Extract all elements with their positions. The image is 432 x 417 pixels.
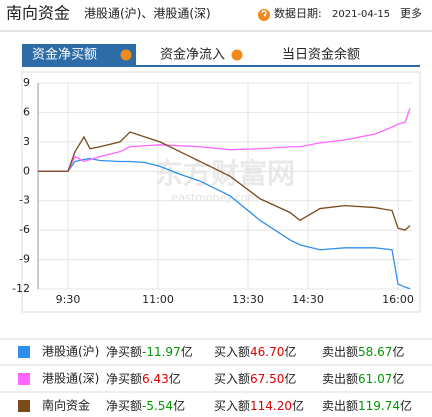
y-tick-label: 9 (23, 76, 30, 89)
cell-unit: 亿 (284, 344, 296, 359)
legend-cell: 卖出额58.67亿 (322, 344, 404, 359)
y-tick-label: -6 (19, 223, 30, 236)
x-tick-label: 11:00 (142, 293, 174, 306)
cell-unit: 亿 (392, 371, 404, 386)
cell-label: 净买额 (106, 372, 142, 386)
cell-label: 买入额 (214, 399, 250, 413)
y-tick-label: -12 (12, 282, 30, 295)
legend-cell: 卖出额119.74亿 (322, 398, 412, 413)
cell-unit: 亿 (400, 398, 412, 413)
series-line (38, 131, 411, 231)
cell-unit: 亿 (284, 371, 296, 386)
legend-swatch (18, 400, 30, 412)
cell-value: 58.67 (358, 345, 392, 359)
legend-cell: 净买额-5.54亿 (106, 398, 185, 413)
legend-cell: 买入额67.50亿 (214, 371, 296, 386)
cell-unit: 亿 (173, 398, 185, 413)
legend-name: 港股通(沪) (42, 345, 99, 359)
series-line (38, 107, 411, 172)
legend: 港股通(沪) 净买额-11.97亿 买入额46.70亿 卖出额58.67亿港股通(深)… (0, 338, 432, 413)
active-tab[interactable] (22, 44, 136, 65)
chart-frame (21, 71, 421, 313)
legend-name: 南向资金 (42, 398, 90, 413)
watermark-url: eastmoney.com (172, 191, 259, 204)
y-tick-label: -3 (19, 194, 30, 207)
x-tick-label: 16:00 (382, 293, 414, 306)
y-tick-label: 3 (23, 135, 30, 148)
title: 南向资金 (6, 4, 70, 23)
more-link[interactable]: 更多 (400, 6, 422, 20)
date-label: 数据日期: (274, 6, 322, 20)
cell-value: 46.70 (250, 345, 284, 359)
x-tick-label: 9:30 (56, 293, 81, 306)
cell-value: -11.97 (142, 345, 181, 359)
cell-label: 买入额 (214, 345, 250, 359)
cell-value: 61.07 (358, 372, 392, 386)
legend-cell: 净买额6.43亿 (106, 371, 181, 386)
legend-cell: 净买额-11.97亿 (106, 344, 193, 359)
x-tick-label: 13:30 (232, 293, 264, 306)
series-line (38, 157, 411, 290)
cell-label: 净买额 (106, 345, 142, 359)
tab[interactable]: 资金净流入 (160, 47, 225, 63)
cell-label: 净买额 (106, 399, 142, 413)
x-tick-label: 14:30 (292, 293, 324, 306)
cell-label: 卖出额 (322, 399, 358, 413)
legend-cell: 买入额114.20亿 (214, 398, 304, 413)
legend-cell: 卖出额61.07亿 (322, 371, 404, 386)
cell-label: 买入额 (214, 372, 250, 386)
cell-value: 114.20 (250, 399, 292, 413)
cell-value: 6.43 (142, 372, 169, 386)
y-tick-label: 0 (23, 164, 30, 177)
subtitle: 港股通(沪)、港股通(深) (84, 7, 211, 21)
y-tick-label: 6 (23, 105, 30, 118)
cell-value: 67.50 (250, 372, 284, 386)
tab[interactable]: 资金净买额 (32, 47, 97, 63)
cell-value: 119.74 (358, 399, 400, 413)
cell-label: 卖出额 (322, 345, 358, 359)
cell-unit: 亿 (392, 344, 404, 359)
legend-cell: 买入额46.70亿 (214, 344, 296, 359)
date: 2021-04-15 (332, 9, 390, 20)
y-tick-label: -9 (19, 253, 30, 266)
cell-value: -5.54 (142, 399, 173, 413)
legend-swatch (18, 346, 30, 358)
cell-label: 卖出额 (322, 372, 358, 386)
legend-swatch (18, 373, 30, 385)
legend-name: 港股通(深) (42, 372, 99, 386)
tab[interactable]: 当日资金余额 (282, 47, 360, 63)
cell-unit: 亿 (292, 398, 304, 413)
cell-unit: 亿 (181, 344, 193, 359)
cell-unit: 亿 (169, 371, 181, 386)
